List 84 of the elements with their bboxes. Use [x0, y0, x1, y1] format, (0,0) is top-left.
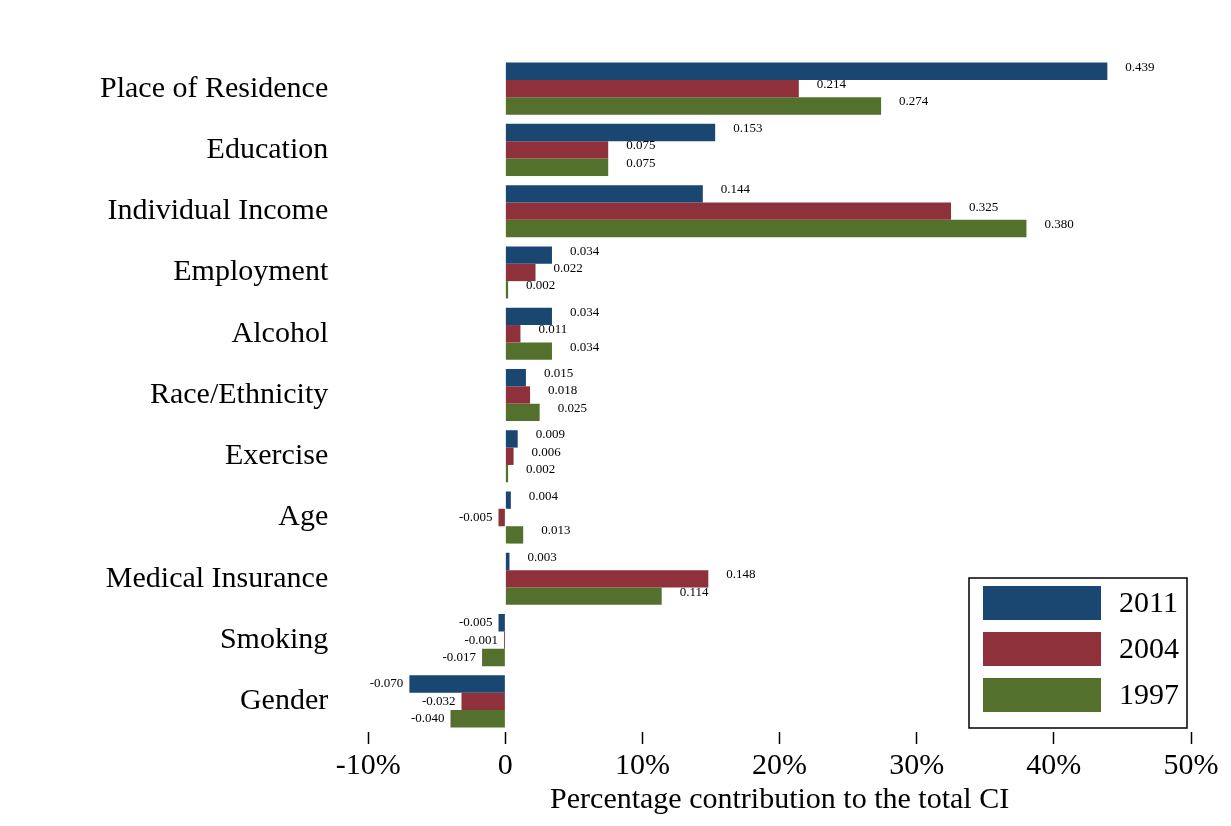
bar	[505, 491, 511, 509]
data-label: 0.114	[679, 583, 709, 599]
bar	[505, 123, 716, 142]
bar	[505, 158, 609, 176]
bar	[505, 342, 552, 360]
bar	[505, 263, 536, 282]
bar	[505, 325, 521, 343]
legend-label: 1997	[1119, 676, 1179, 710]
data-label: 0.034	[569, 338, 600, 354]
bar	[505, 62, 1108, 80]
bar	[505, 403, 540, 422]
bar	[498, 508, 505, 527]
y-tick-label: Alcohol	[231, 314, 329, 348]
y-tick-label: Smoking	[219, 620, 329, 654]
y-tick-label: Gender	[239, 682, 329, 716]
data-label: 0.002	[526, 461, 556, 477]
bar	[505, 202, 952, 220]
bar	[505, 246, 552, 264]
bar	[505, 430, 518, 448]
y-tick-label: Race/Ethnicity	[149, 375, 329, 409]
data-label: 0.153	[733, 119, 763, 135]
data-label: -0.032	[421, 692, 456, 708]
data-label: 0.013	[541, 522, 571, 538]
data-label: 0.003	[527, 548, 557, 564]
data-label: 0.018	[548, 382, 578, 398]
data-label: 0.034	[569, 303, 600, 319]
data-label: -0.005	[458, 508, 493, 524]
data-label: -0.017	[442, 648, 477, 664]
bar	[505, 570, 709, 588]
x-axis-title: Percentage contribution to the total CI	[550, 780, 1010, 814]
y-tick-label: Exercise	[224, 437, 329, 471]
bar	[482, 648, 505, 667]
data-label: 0.004	[528, 487, 559, 503]
data-label: 0.075	[626, 137, 656, 153]
data-label: 0.025	[557, 399, 587, 415]
x-tick-label: -10%	[335, 746, 401, 780]
legend-label: 2004	[1119, 630, 1179, 664]
y-tick-label: Education	[206, 130, 329, 164]
y-tick-label: Age	[278, 498, 329, 532]
bar	[505, 79, 799, 98]
data-label: 0.022	[553, 259, 583, 275]
data-label: 0.015	[543, 365, 574, 381]
bar	[409, 675, 505, 693]
data-label: 0.002	[526, 277, 556, 293]
data-label: 0.325	[969, 198, 999, 214]
data-label: 0.148	[726, 566, 756, 582]
y-tick-label: Medical Insurance	[105, 559, 329, 593]
bar	[498, 614, 505, 632]
bar	[461, 692, 505, 711]
y-tick-label: Place of Residence	[99, 69, 329, 103]
bar	[505, 368, 526, 387]
data-label: -0.005	[458, 614, 493, 630]
data-label: 0.075	[626, 154, 656, 170]
bar	[505, 97, 882, 115]
bar	[505, 526, 524, 544]
x-tick-label: 50%	[1163, 746, 1219, 780]
bar	[505, 219, 1027, 238]
y-tick-label: Individual Income	[107, 192, 329, 226]
bar	[505, 386, 531, 404]
bar	[505, 141, 609, 159]
data-label: 0.011	[538, 321, 568, 337]
data-label: -0.040	[410, 710, 445, 726]
x-tick-label: 30%	[889, 746, 945, 780]
bar	[450, 710, 505, 728]
bar	[505, 185, 703, 203]
data-label: 0.034	[569, 242, 600, 258]
data-label: 0.214	[816, 76, 847, 92]
data-label: 0.380	[1044, 215, 1074, 231]
data-label: 0.439	[1125, 58, 1155, 74]
data-label: 0.009	[535, 426, 565, 442]
data-label: 0.006	[531, 443, 562, 459]
bar	[505, 307, 552, 326]
data-label: 0.144	[720, 181, 751, 197]
legend-label: 2011	[1119, 584, 1178, 618]
data-label: -0.070	[369, 675, 404, 691]
data-label: -0.001	[464, 631, 498, 647]
y-tick-label: Employment	[173, 253, 329, 287]
x-tick-label: 0	[497, 746, 513, 780]
x-tick-label: 20%	[752, 746, 808, 780]
x-tick-label: 40%	[1026, 746, 1082, 780]
bar	[505, 447, 514, 465]
data-label: 0.274	[899, 93, 929, 109]
x-tick-label: 10%	[614, 746, 670, 780]
bar	[505, 587, 662, 605]
